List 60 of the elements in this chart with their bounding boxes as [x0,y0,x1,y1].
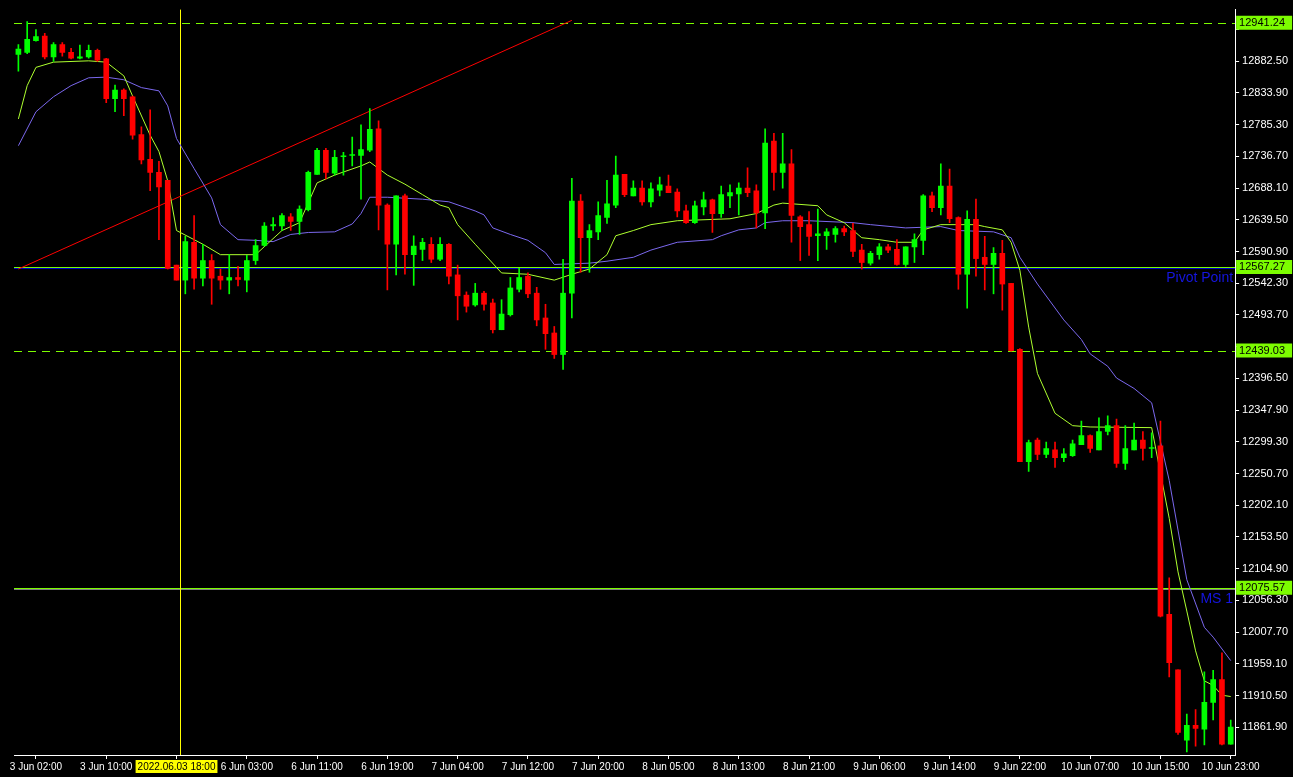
candlestick [727,184,733,209]
x-tick-label: 10 Jun 23:00 [1201,760,1261,772]
candlestick [270,217,276,231]
x-tick-label: 7 Jun 04:00 [431,760,485,772]
x-tick-label: 8 Jun 05:00 [642,760,696,772]
candlestick [156,161,162,240]
x-tick-label: 2022.06.03 18:00 [137,760,216,772]
x-tick-label: 7 Jun 20:00 [572,760,625,772]
y-tick-label: 12639.50 [1242,212,1289,225]
candlestick [981,236,988,291]
x-tick-label: 6 Jun 03:00 [220,760,274,772]
ref-line-label: Pivot Point [1166,268,1234,285]
ref-line-label: 12439.03 [1239,343,1286,356]
x-tick-label: 3 Jun 10:00 [80,760,133,772]
y-tick-label: 12785.30 [1242,117,1289,130]
ref-line-label: 12075.57 [1239,580,1286,593]
ref-line-label: MS 1 [1200,590,1234,607]
y-tick-label: 12493.70 [1242,307,1289,320]
y-tick-label: 12688.10 [1242,181,1289,194]
candlestick [410,235,417,286]
candlestick [226,254,233,295]
candlestick [77,44,83,60]
y-tick-label: 12833.90 [1242,85,1289,98]
y-tick-label: 12396.50 [1242,371,1289,384]
y-tick-label: 12007.70 [1242,625,1289,638]
y-tick-label: 11861.90 [1242,720,1288,733]
candlestick [147,109,153,192]
x-tick-label: 6 Jun 19:00 [361,760,414,772]
x-tick-label: 8 Jun 13:00 [712,760,766,772]
candlestick [349,136,356,167]
x-tick-label: 9 Jun 06:00 [853,760,906,772]
candlestick [779,132,786,189]
candlestick [235,266,241,287]
y-tick-label: 11910.50 [1242,688,1288,701]
x-tick-label: 3 Jun 02:00 [9,760,63,772]
y-tick-label: 12250.70 [1242,466,1289,479]
candlestick [358,124,364,200]
y-tick-label: 11959.10 [1242,656,1288,669]
y-tick-label: 12153.50 [1242,529,1289,542]
y-tick-label: 12056.30 [1242,593,1289,606]
x-tick-label: 8 Jun 21:00 [782,760,836,772]
candlestick [797,215,804,261]
x-tick-label: 9 Jun 22:00 [993,760,1047,772]
y-tick-label: 12104.90 [1242,561,1289,574]
x-tick-label: 6 Jun 11:00 [291,760,344,772]
y-tick-label: 12590.90 [1242,244,1289,257]
y-tick-label: 12542.30 [1242,276,1289,289]
candlestick [735,182,742,216]
y-tick-label: 12299.30 [1242,434,1289,447]
y-tick-label: 12882.50 [1242,54,1289,67]
ref-line-label: 12567.27 [1239,259,1286,272]
y-tick-label: 12347.90 [1242,403,1289,416]
y-tick-label: 12736.70 [1242,149,1289,162]
x-tick-label: 7 Jun 12:00 [501,760,555,772]
candlestick [815,208,821,261]
x-tick-label: 10 Jun 07:00 [1061,760,1120,772]
x-tick-label: 10 Jun 15:00 [1131,760,1190,772]
x-tick-label: 9 Jun 14:00 [923,760,977,772]
y-tick-label: 12202.10 [1242,498,1289,511]
ref-line-label: 12941.24 [1239,15,1286,28]
